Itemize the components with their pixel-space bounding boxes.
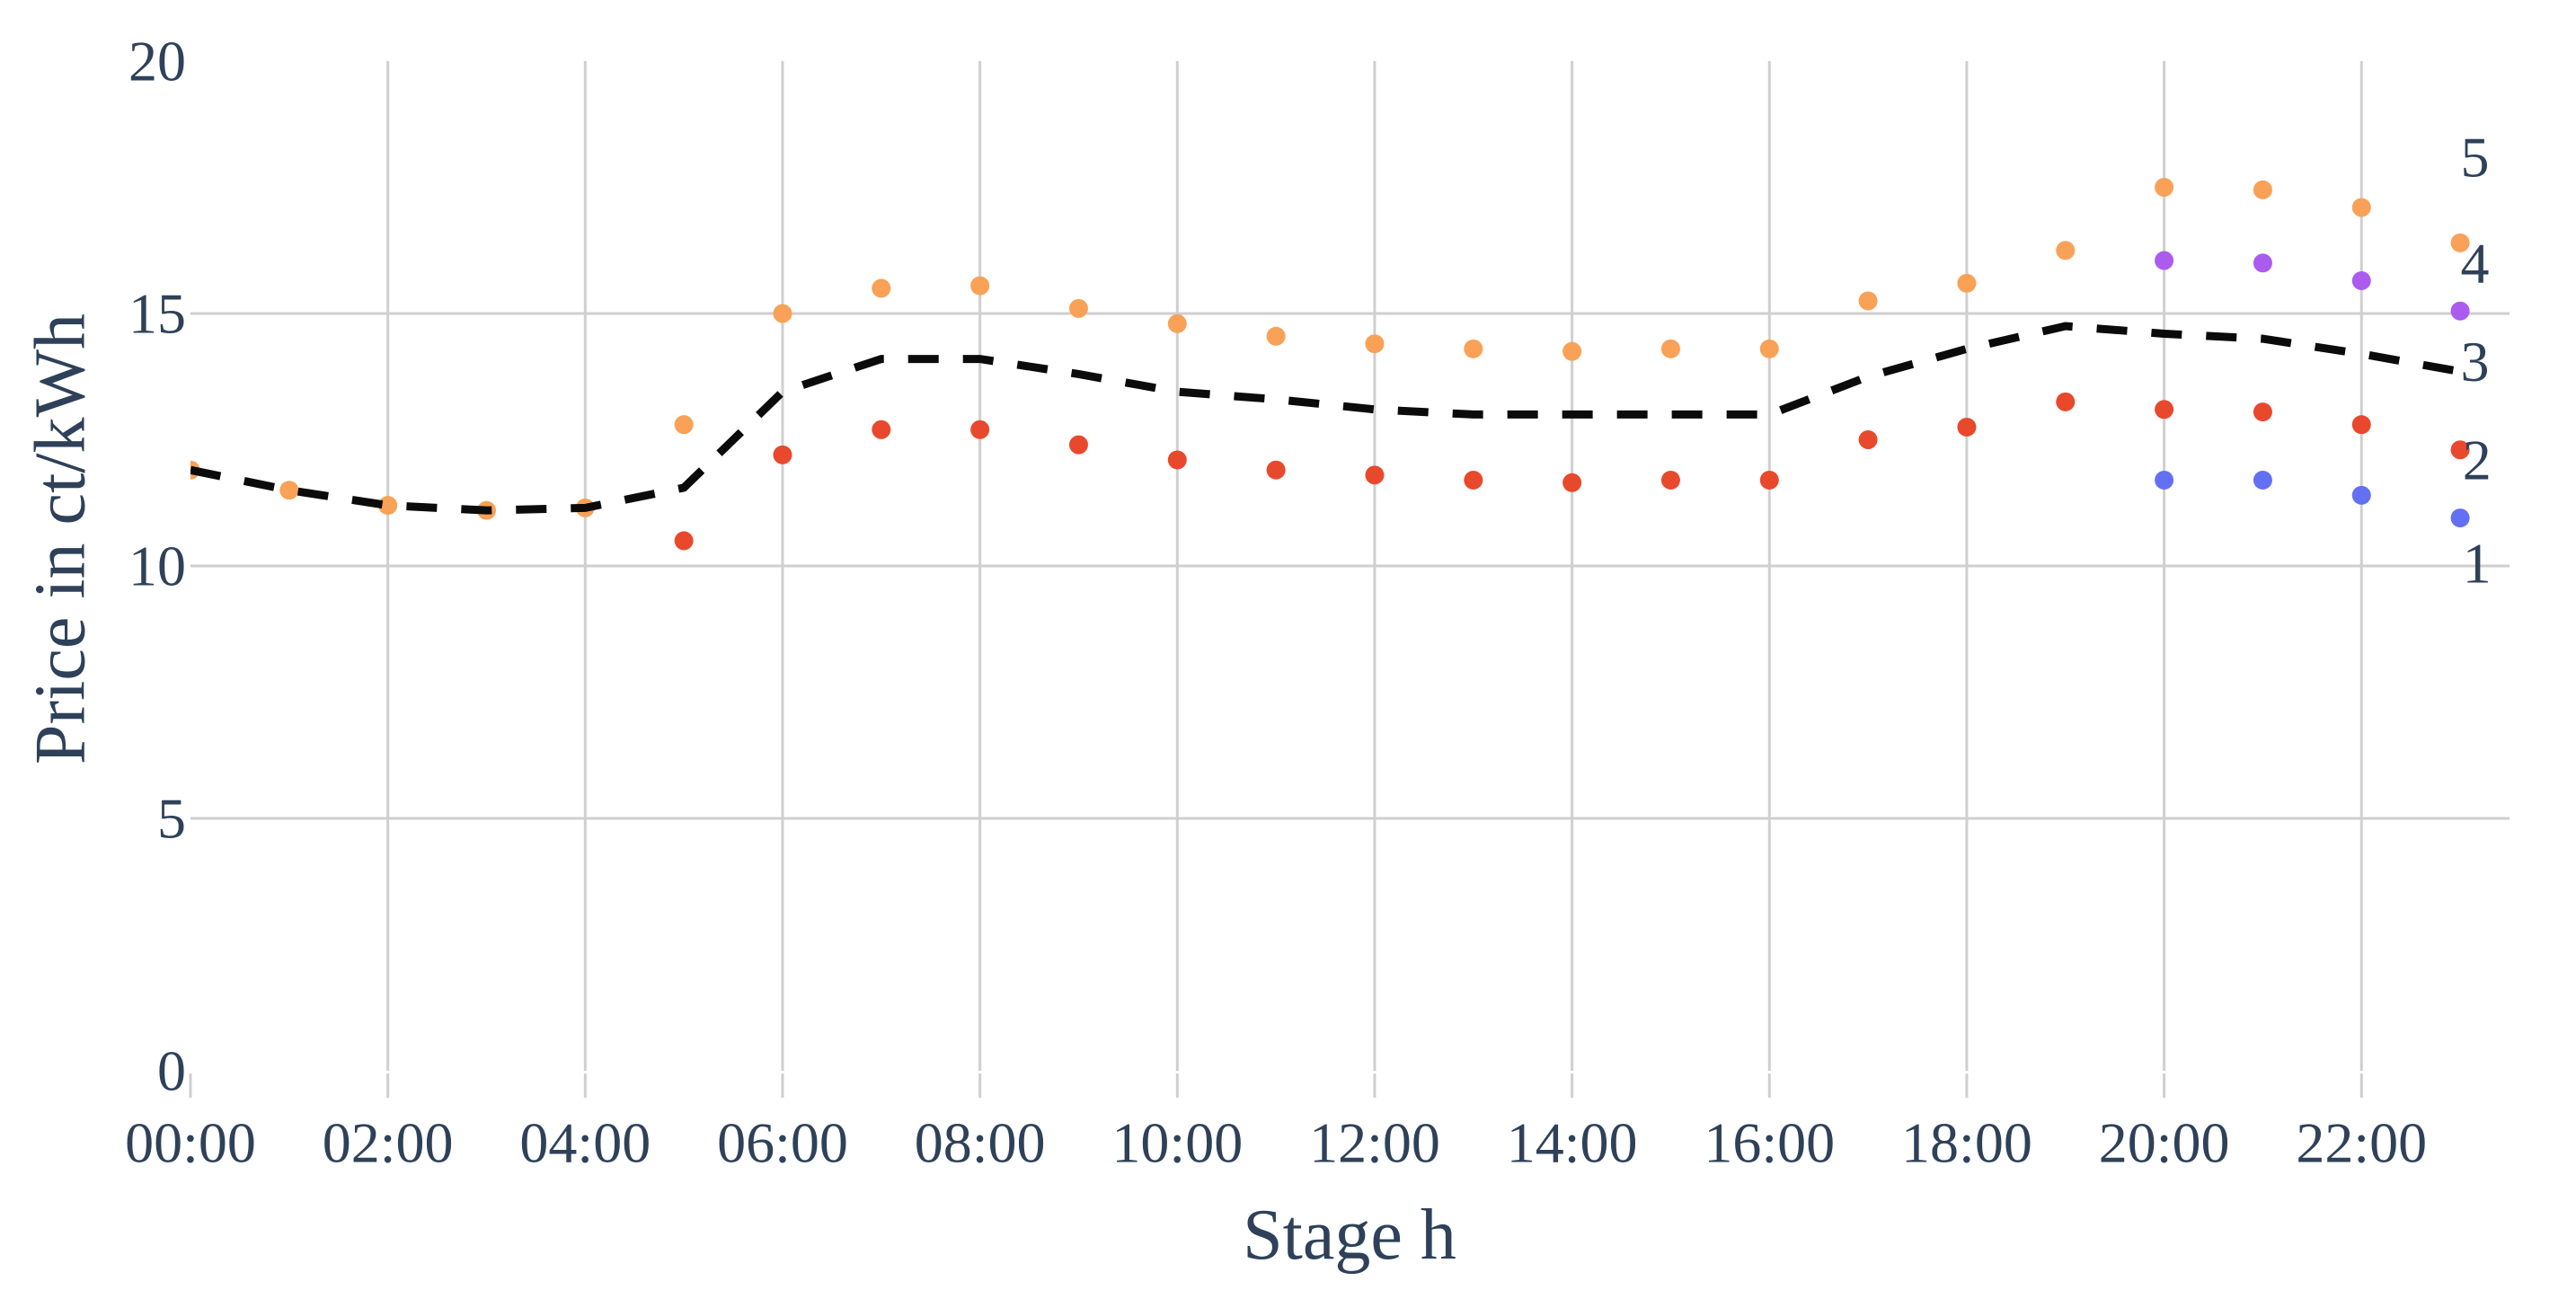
x-tick-label: 14:00 bbox=[1507, 1111, 1638, 1175]
stage5-point bbox=[1167, 314, 1187, 333]
stage2-point bbox=[1464, 470, 1483, 490]
stage2-point bbox=[872, 420, 891, 439]
x-tick-label: 20:00 bbox=[2099, 1111, 2230, 1175]
series-stage4 bbox=[2155, 251, 2470, 321]
x-tick-label: 02:00 bbox=[323, 1111, 454, 1175]
x-tick-label: 08:00 bbox=[915, 1111, 1046, 1175]
stage-label-4: 4 bbox=[2461, 231, 2490, 295]
stage5-point bbox=[872, 278, 891, 298]
stage5-point bbox=[1266, 326, 1286, 346]
plot-area bbox=[190, 178, 2470, 551]
y-tick-label: 10 bbox=[128, 535, 186, 598]
series-stage5 bbox=[190, 178, 2470, 520]
stage-label-2: 2 bbox=[2463, 428, 2492, 491]
x-tick-label: 00:00 bbox=[125, 1111, 256, 1175]
stage-label-5: 5 bbox=[2461, 125, 2490, 189]
stage2-point bbox=[674, 531, 694, 551]
x-tick-label: 22:00 bbox=[2296, 1111, 2427, 1175]
stage5-point bbox=[1957, 273, 1977, 293]
stage5-point bbox=[773, 304, 792, 323]
stage2-point bbox=[1759, 470, 1779, 490]
stage5-point bbox=[2351, 198, 2371, 217]
stage5-point bbox=[1858, 291, 1878, 311]
stage2-point bbox=[2056, 392, 2076, 411]
x-axis-title: Stage h bbox=[1243, 1196, 1456, 1275]
stage5-point bbox=[2056, 241, 2076, 261]
y-tick-label: 20 bbox=[128, 30, 186, 93]
stage5-point bbox=[2253, 180, 2272, 199]
stage5-point bbox=[1068, 298, 1088, 318]
stage1-point bbox=[2253, 470, 2272, 490]
x-tick-label: 04:00 bbox=[519, 1111, 651, 1175]
stage2-point bbox=[2155, 400, 2174, 420]
y-axis-title: Price in ct/kWh bbox=[21, 313, 101, 765]
stage1-point bbox=[2155, 470, 2174, 490]
stage2-point bbox=[1957, 417, 1977, 437]
y-tick-label: 5 bbox=[157, 787, 186, 851]
stage5-point bbox=[1562, 341, 1582, 361]
stage2-point bbox=[2351, 415, 2371, 435]
stage5-point bbox=[1759, 339, 1779, 358]
x-tick-label: 10:00 bbox=[1111, 1111, 1243, 1175]
stage2-point bbox=[773, 445, 792, 464]
series-stage1 bbox=[2155, 470, 2470, 528]
stage5-point bbox=[1660, 339, 1680, 358]
stage1-point bbox=[2351, 485, 2371, 505]
stage5-point bbox=[378, 496, 398, 516]
stage4-point bbox=[2351, 270, 2371, 290]
stage5-point bbox=[2450, 233, 2470, 252]
x-tick-label: 16:00 bbox=[1704, 1111, 1835, 1175]
stage2-point bbox=[1365, 465, 1385, 485]
stage2-point bbox=[1660, 470, 1680, 490]
stage2-point bbox=[1266, 460, 1286, 480]
stage4-point bbox=[2155, 251, 2174, 270]
stage4-point bbox=[2253, 253, 2272, 273]
series-stage2 bbox=[674, 392, 2470, 551]
stage4-point bbox=[2450, 301, 2470, 321]
stage2-point bbox=[1562, 473, 1582, 492]
stage5-point bbox=[279, 481, 299, 500]
stage2-point bbox=[1167, 450, 1187, 470]
stage2-point bbox=[2253, 402, 2272, 422]
stage5-point bbox=[2155, 178, 2174, 197]
stage-label-3: 3 bbox=[2461, 330, 2490, 393]
stage2-point bbox=[1858, 430, 1878, 449]
x-tick-label: 06:00 bbox=[717, 1111, 848, 1175]
stage5-point bbox=[1365, 334, 1385, 354]
stage5-point bbox=[1464, 339, 1483, 358]
stage5-point bbox=[674, 415, 694, 435]
stage2-point bbox=[1068, 435, 1088, 455]
y-tick-label: 15 bbox=[128, 282, 186, 346]
y-tick-label: 0 bbox=[157, 1039, 186, 1103]
stage5-point bbox=[970, 276, 990, 296]
x-tick-label: 18:00 bbox=[1901, 1111, 2032, 1175]
stage2-point bbox=[970, 420, 990, 439]
stage2-point bbox=[2450, 440, 2470, 460]
stage3-dashed-line bbox=[190, 322, 2461, 515]
stage1-point bbox=[2450, 508, 2470, 528]
x-tick-label: 12:00 bbox=[1309, 1111, 1440, 1175]
stage-label-1: 1 bbox=[2463, 532, 2492, 596]
